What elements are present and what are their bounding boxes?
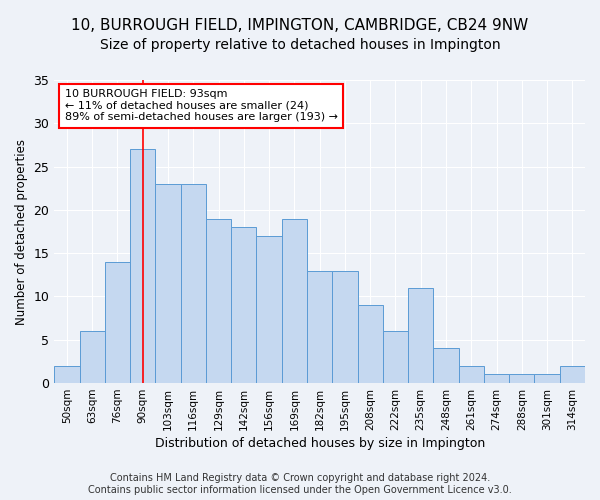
Bar: [458, 366, 484, 383]
Bar: [484, 374, 509, 383]
Bar: [383, 331, 408, 383]
Bar: [130, 150, 155, 383]
Bar: [155, 184, 181, 383]
Bar: [181, 184, 206, 383]
Bar: [509, 374, 535, 383]
Bar: [535, 374, 560, 383]
Bar: [408, 288, 433, 383]
Bar: [560, 366, 585, 383]
Text: 10 BURROUGH FIELD: 93sqm
← 11% of detached houses are smaller (24)
89% of semi-d: 10 BURROUGH FIELD: 93sqm ← 11% of detach…: [65, 89, 338, 122]
Bar: [80, 331, 105, 383]
X-axis label: Distribution of detached houses by size in Impington: Distribution of detached houses by size …: [155, 437, 485, 450]
Bar: [231, 227, 256, 383]
Bar: [282, 218, 307, 383]
Text: Contains HM Land Registry data © Crown copyright and database right 2024.
Contai: Contains HM Land Registry data © Crown c…: [88, 474, 512, 495]
Bar: [433, 348, 458, 383]
Bar: [54, 366, 80, 383]
Bar: [256, 236, 282, 383]
Bar: [307, 270, 332, 383]
Text: Size of property relative to detached houses in Impington: Size of property relative to detached ho…: [100, 38, 500, 52]
Bar: [105, 262, 130, 383]
Bar: [206, 218, 231, 383]
Bar: [332, 270, 358, 383]
Y-axis label: Number of detached properties: Number of detached properties: [15, 138, 28, 324]
Text: 10, BURROUGH FIELD, IMPINGTON, CAMBRIDGE, CB24 9NW: 10, BURROUGH FIELD, IMPINGTON, CAMBRIDGE…: [71, 18, 529, 32]
Bar: [358, 305, 383, 383]
